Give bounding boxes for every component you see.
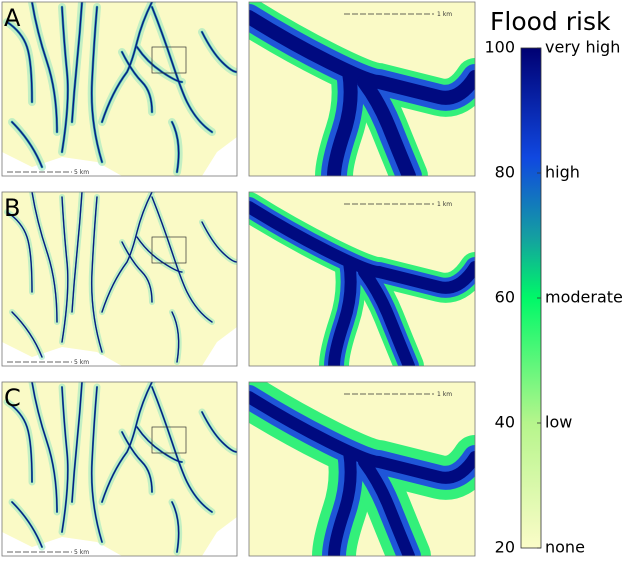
panel-border <box>1 191 238 367</box>
panel-label: C <box>4 384 21 412</box>
colorbar-category-label: low <box>545 413 572 432</box>
colorbar-category-label: none <box>545 538 585 557</box>
scale-label: 5 km <box>74 359 89 366</box>
panel-border <box>248 1 476 177</box>
panel-border <box>1 1 238 177</box>
scale-label: 1 km <box>437 201 452 208</box>
overview-map: 5 km A <box>1 1 238 177</box>
colorbar-tick-label: 80 <box>495 163 515 182</box>
detail-map: 1 km <box>248 1 476 177</box>
panel-label: B <box>4 194 20 222</box>
colorbar-tick-label: 100 <box>484 38 515 57</box>
panel-border <box>1 381 238 557</box>
detail-map: 1 km <box>248 191 476 367</box>
colorbar-tick-label: 40 <box>495 413 515 432</box>
overview-map: 5 km C <box>1 381 238 557</box>
colorbar-title: Flood risk <box>490 7 611 36</box>
colorbar-category-label: moderate <box>545 288 623 307</box>
colorbar-tick-label: 60 <box>495 288 515 307</box>
scale-label: 1 km <box>437 11 452 18</box>
scale-label: 1 km <box>437 391 452 398</box>
panel-border <box>248 191 476 367</box>
colorbar-category-label: high <box>545 163 580 182</box>
detail-map: 1 km <box>248 381 476 557</box>
panel-border <box>248 381 476 557</box>
panel-label: A <box>4 4 21 32</box>
overview-map: 5 km B <box>1 191 238 367</box>
colorbar-tick-label: 20 <box>495 538 515 557</box>
scale-label: 5 km <box>74 549 89 556</box>
colorbar-category-label: very high <box>545 38 620 57</box>
scale-label: 5 km <box>74 169 89 176</box>
